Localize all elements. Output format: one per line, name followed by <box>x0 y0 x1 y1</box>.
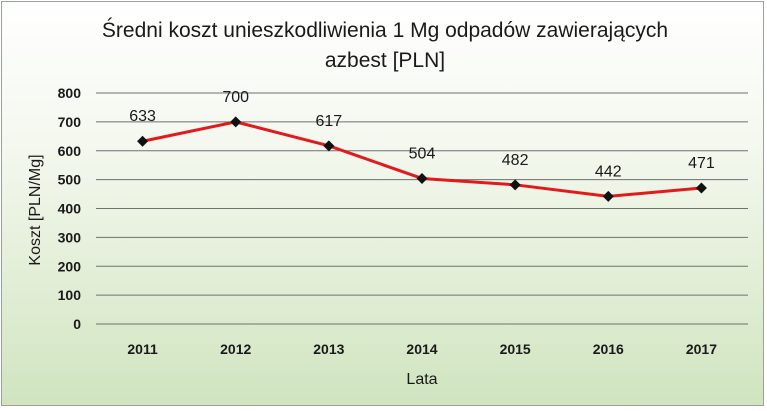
x-tick-label-2012: 2012 <box>220 341 251 357</box>
data-label-2013: 617 <box>316 113 343 130</box>
data-label-2017: 471 <box>688 155 715 172</box>
y-tick-label-0: 0 <box>73 316 81 332</box>
gridlines <box>96 92 748 325</box>
data-label-2012: 700 <box>222 89 249 106</box>
data-label-2015: 482 <box>502 152 529 169</box>
series-markers <box>137 116 707 202</box>
chart-title-line-2: azbest [PLN] <box>325 49 445 72</box>
data-point-2014 <box>416 172 428 184</box>
y-axis-ticks: 0 100 200 300 400 500 600 700 800 <box>58 85 82 332</box>
y-tick-label-800: 800 <box>58 85 82 101</box>
y-axis-label: Koszt [PLN/Mg] <box>27 154 44 265</box>
y-tick-label-400: 400 <box>58 201 82 217</box>
x-tick-label-2014: 2014 <box>406 341 437 357</box>
data-point-2017 <box>695 182 707 194</box>
data-point-2013 <box>323 140 335 152</box>
y-tick-label-200: 200 <box>58 258 82 274</box>
data-point-2011 <box>137 135 149 147</box>
data-point-2012 <box>230 116 242 128</box>
data-label-2011: 633 <box>129 108 156 125</box>
y-tick-label-500: 500 <box>58 172 82 188</box>
x-axis-ticks: 2011 2012 2013 2014 2015 2016 2017 <box>127 341 717 357</box>
data-label-2014: 504 <box>409 145 436 162</box>
x-tick-label-2013: 2013 <box>313 341 344 357</box>
x-axis-label: Lata <box>406 371 437 388</box>
x-tick-label-2011: 2011 <box>127 341 158 357</box>
x-tick-label-2015: 2015 <box>500 341 531 357</box>
data-point-2015 <box>509 179 521 191</box>
y-tick-label-600: 600 <box>58 143 82 159</box>
data-labels: 633 700 617 504 482 442 471 <box>129 89 715 180</box>
x-tick-label-2016: 2016 <box>593 341 624 357</box>
chart-title-line-1: Średni koszt unieszkodliwienia 1 Mg odpa… <box>102 18 668 42</box>
data-point-2016 <box>602 190 614 202</box>
y-tick-label-300: 300 <box>58 229 82 245</box>
data-label-2016: 442 <box>595 163 622 180</box>
y-tick-label-700: 700 <box>58 114 82 130</box>
x-tick-label-2017: 2017 <box>686 341 717 357</box>
y-tick-label-100: 100 <box>58 287 82 303</box>
